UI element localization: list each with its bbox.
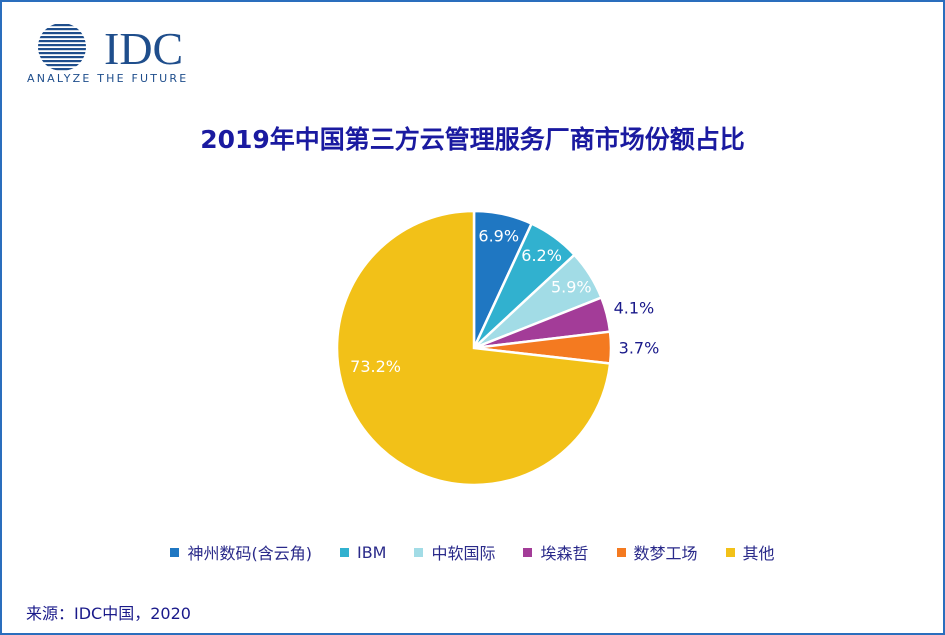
source-note: 来源：IDC中国，2020: [26, 604, 191, 623]
legend-label: 中软国际: [431, 544, 496, 563]
legend-label: IBM: [356, 542, 387, 562]
legend-swatch: [414, 547, 424, 557]
legend-item-5: 数梦工场: [616, 540, 698, 564]
logo-wordmark: IDC: [104, 23, 183, 72]
chart-title: 2019年中国第三方云管理服务厂商市场份额占比: [200, 125, 745, 154]
legend-label: 神州数码(含云角): [187, 544, 312, 563]
pie-slice-6: [335, 209, 612, 487]
legend-item-1: 神州数码(含云角): [170, 540, 312, 564]
chart-legend: 神州数码(含云角) IBM 中软国际 埃森哲 数梦工场 其他: [2, 540, 943, 564]
data-label-3: 5.9%: [551, 278, 592, 297]
data-label-4: 4.1%: [614, 298, 655, 317]
legend-item-2: IBM: [339, 540, 387, 564]
legend-swatch: [523, 547, 533, 557]
legend-item-6: 其他: [725, 540, 775, 564]
legend-swatch: [725, 547, 735, 557]
legend-swatch: [170, 547, 180, 557]
legend-swatch: [339, 547, 349, 557]
legend-label: 其他: [742, 544, 775, 563]
legend-swatch: [616, 547, 626, 557]
data-label-1: 6.9%: [478, 227, 519, 246]
legend-item-4: 埃森哲: [523, 540, 589, 564]
legend-item-3: 中软国际: [414, 540, 495, 564]
idc-globe-icon: IDC: [38, 23, 183, 74]
logo-tagline: ANALYZE THE FUTURE: [27, 72, 189, 85]
idc-logo: IDC: [28, 22, 228, 86]
legend-label: 数梦工场: [633, 544, 698, 563]
data-label-2: 6.2%: [521, 246, 562, 265]
legend-label: 埃森哲: [540, 544, 589, 563]
data-label-6: 73.2%: [350, 357, 401, 376]
data-label-5: 3.7%: [619, 338, 660, 357]
